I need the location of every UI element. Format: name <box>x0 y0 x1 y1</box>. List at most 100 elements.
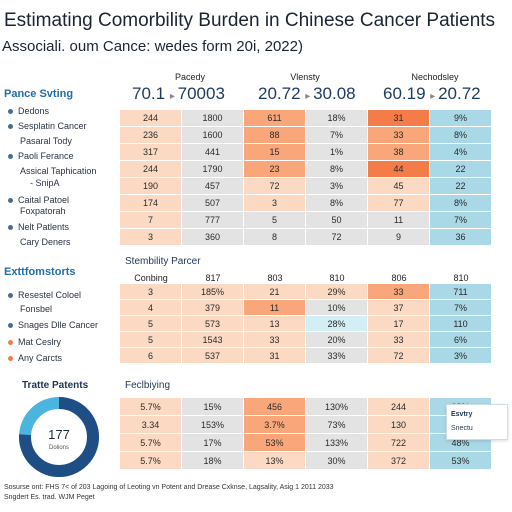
table-cell: 1790 <box>182 161 243 177</box>
table-cell: 174 <box>120 195 181 211</box>
tooltip-line: Snectu <box>451 425 473 432</box>
tooltip-line: Esvtry <box>451 411 473 418</box>
comorbidity-table-3: 5.7%15%456130%24468%3.34153%3.7%73%1307%… <box>120 398 492 470</box>
row-label: Paoli Ferance <box>8 151 74 161</box>
table-cell: 244 <box>368 398 429 415</box>
bullet-icon <box>8 293 13 299</box>
table-cell: 22 <box>430 178 491 194</box>
row-label: - SnipA <box>30 178 60 188</box>
table-cell: 7% <box>430 300 491 315</box>
table-cell: 153% <box>182 416 243 433</box>
table-cell: 3 <box>120 229 181 245</box>
column-label-3: Nechodsley <box>411 72 459 82</box>
table-cell: 33 <box>368 332 429 347</box>
table-cell: 6% <box>430 332 491 347</box>
table-cell: 22 <box>430 161 491 177</box>
row-label: Caital Patoel <box>8 195 69 205</box>
table-cell: 130% <box>306 398 367 415</box>
range-2: 20.72 ▸ 30.08 <box>258 84 356 103</box>
table-cell: 21 <box>244 284 305 299</box>
table-cell: 8 <box>244 229 305 245</box>
table-cell: 13 <box>244 316 305 331</box>
table-cell: 1800 <box>182 110 243 126</box>
table-cell: 8% <box>430 127 491 143</box>
table-2-column-label: 803 <box>267 273 283 283</box>
table-cell: 36 <box>430 229 491 245</box>
table-cell: 507 <box>182 195 243 211</box>
table-cell: 18% <box>306 110 367 126</box>
table-cell: 441 <box>182 144 243 160</box>
table-cell: 30% <box>306 452 367 469</box>
table-cell: 5.7% <box>120 434 181 451</box>
table-cell: 6 <box>120 348 181 363</box>
page-title: Estimating Comorbility Burden in Chinese… <box>4 10 496 31</box>
row-label: Fonsbel <box>20 304 53 314</box>
table-cell: 31 <box>244 348 305 363</box>
table-cell: 3.7% <box>244 416 305 433</box>
table-cell: 5.7% <box>120 398 181 415</box>
bullet-icon <box>8 198 13 204</box>
table-2-column-label: 806 <box>391 273 407 283</box>
bullet-icon <box>8 154 13 160</box>
table-cell: 29% <box>306 284 367 299</box>
range-3-high: 20.72 <box>438 84 481 103</box>
range-1-high: 70003 <box>177 84 225 103</box>
table-cell: 77 <box>368 195 429 211</box>
table-cell: 17% <box>182 434 243 451</box>
table-cell: 711 <box>430 284 491 299</box>
table-cell: 37 <box>368 300 429 315</box>
bullet-icon <box>8 340 13 346</box>
comorbidity-table-1: 244 1800 611 18% 31 9% 236 1600 88 7% 33 8% 317 441 15… <box>120 110 492 246</box>
table-cell: 244 <box>120 110 181 126</box>
row-label: Foxpatorah <box>20 206 66 216</box>
table-cell: 72 <box>244 178 305 194</box>
table-cell: 3% <box>306 178 367 194</box>
section-2-subheading: Stembility Parcer <box>125 256 201 267</box>
footer-source: Sosurse ont: FHS 7< of 203 Lagoing of Le… <box>4 484 334 491</box>
table-cell: 3% <box>430 348 491 363</box>
table-cell: 236 <box>120 127 181 143</box>
table-cell: 244 <box>120 161 181 177</box>
table-cell: 53% <box>430 452 491 469</box>
donut-chart: 177 Dolions <box>19 397 99 477</box>
footer-note: Sngdert Es. trad. WJM Peget <box>4 494 95 501</box>
table-cell: 7% <box>306 127 367 143</box>
table-cell: 31 <box>368 110 429 126</box>
table-cell: 5 <box>120 332 181 347</box>
table-cell: 372 <box>368 452 429 469</box>
table-cell: 9 <box>368 229 429 245</box>
table-cell: 33 <box>244 332 305 347</box>
table-cell: 15 <box>244 144 305 160</box>
table-cell: 10% <box>306 300 367 315</box>
table-cell: 457 <box>182 178 243 194</box>
table-cell: 33 <box>368 127 429 143</box>
table-cell: 537 <box>182 348 243 363</box>
donut-value: 177 <box>48 427 70 442</box>
table-cell: 7% <box>430 212 491 228</box>
table-cell: 4% <box>430 144 491 160</box>
table-cell: 44 <box>368 161 429 177</box>
table-cell: 3.34 <box>120 416 181 433</box>
table-cell: 8% <box>306 161 367 177</box>
table-cell: 8% <box>430 195 491 211</box>
table-cell: 190 <box>120 178 181 194</box>
table-cell: 5 <box>244 212 305 228</box>
range-2-high: 30.08 <box>313 84 356 103</box>
table-cell: 1543 <box>182 332 243 347</box>
row-label: Snages Dlle Cancer <box>8 320 98 330</box>
row-label: Mat Ceslry <box>8 337 61 347</box>
table-cell: 11 <box>368 212 429 228</box>
table-cell: 379 <box>182 300 243 315</box>
table-cell: 360 <box>182 229 243 245</box>
bullet-icon <box>8 124 13 130</box>
table-cell: 722 <box>368 434 429 451</box>
table-cell: 130 <box>368 416 429 433</box>
table-cell: 9% <box>430 110 491 126</box>
table-2-column-label: 817 <box>205 273 221 283</box>
table-cell: 17 <box>368 316 429 331</box>
table-cell: 15% <box>182 398 243 415</box>
table-cell: 18% <box>182 452 243 469</box>
row-label: Dedons <box>8 106 49 116</box>
table-cell: 185% <box>182 284 243 299</box>
table-cell: 3 <box>244 195 305 211</box>
